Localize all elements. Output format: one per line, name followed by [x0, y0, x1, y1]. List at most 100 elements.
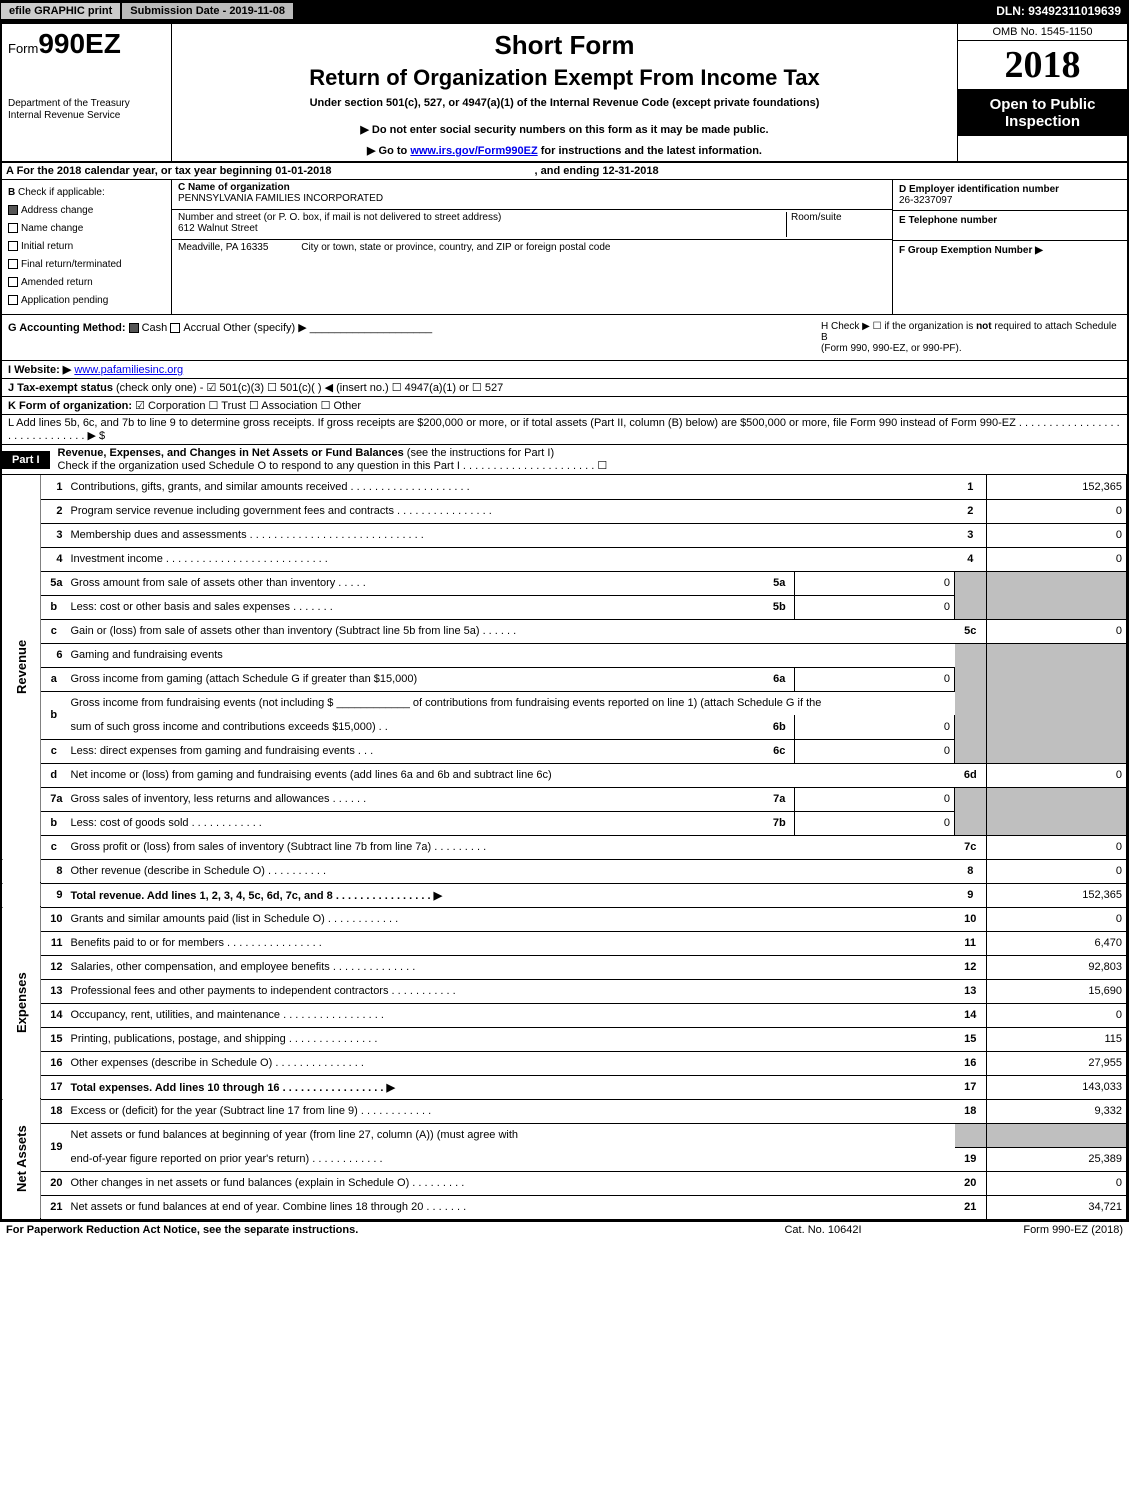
line-desc: Net assets or fund balances at beginning…: [67, 1123, 955, 1147]
table-row: 15 Printing, publications, postage, and …: [2, 1027, 1127, 1051]
j-label: J Tax-exempt status: [8, 382, 113, 394]
table-row: 13 Professional fees and other payments …: [2, 979, 1127, 1003]
part1-instr: (see the instructions for Part I): [407, 447, 554, 459]
table-row: 2 Program service revenue including gove…: [2, 499, 1127, 523]
checkbox-cash[interactable]: [129, 323, 139, 333]
line-desc: Excess or (deficit) for the year (Subtra…: [67, 1099, 955, 1123]
part1-title-text: Revenue, Expenses, and Changes in Net As…: [58, 447, 407, 459]
checkbox-final[interactable]: [8, 259, 18, 269]
checkbox-name-change[interactable]: [8, 223, 18, 233]
line-val: 0: [987, 523, 1127, 547]
row-k: K Form of organization: ☑ Corporation ☐ …: [2, 397, 1127, 415]
line-val: 34,721: [987, 1195, 1127, 1219]
line-desc: Gross income from fundraising events (no…: [67, 691, 955, 715]
checkbox-amended[interactable]: [8, 277, 18, 287]
addr-change: Address change: [21, 205, 93, 216]
line-desc: Printing, publications, postage, and shi…: [67, 1027, 955, 1051]
paperwork-notice: For Paperwork Reduction Act Notice, see …: [6, 1224, 723, 1236]
checkbox-accrual[interactable]: [170, 323, 180, 333]
line-val: 115: [987, 1027, 1127, 1051]
line-val: 0: [987, 763, 1127, 787]
org-name: PENNSYLVANIA FAMILIES INCORPORATED: [178, 193, 886, 204]
line-desc: Net income or (loss) from gaming and fun…: [67, 763, 955, 787]
dept-treasury: Department of the Treasury Internal Reve…: [8, 98, 165, 122]
line-desc: Contributions, gifts, grants, and simila…: [67, 475, 955, 499]
line-rnum: 21: [955, 1195, 987, 1219]
j-rest: (check only one) - ☑ 501(c)(3) ☐ 501(c)(…: [113, 382, 503, 394]
inner-val: 0: [795, 739, 955, 763]
total-rev-desc: Total revenue. Add lines 1, 2, 3, 4, 5c,…: [71, 890, 443, 902]
grey-cell: [955, 1123, 987, 1147]
k-label: K Form of organization:: [8, 400, 132, 412]
line-val: 27,955: [987, 1051, 1127, 1075]
line-val: 15,690: [987, 979, 1127, 1003]
line-num: 4: [41, 547, 67, 571]
checkbox-pending[interactable]: [8, 295, 18, 305]
line-num: b: [41, 595, 67, 619]
table-row: Net Assets 18 Excess or (deficit) for th…: [2, 1099, 1127, 1123]
line-num: c: [41, 619, 67, 643]
line-desc: Total expenses. Add lines 10 through 16 …: [67, 1075, 955, 1099]
expenses-side-label: Expenses: [2, 907, 41, 1099]
line-num: b: [41, 811, 67, 835]
irs-link[interactable]: www.irs.gov/Form990EZ: [410, 145, 537, 157]
grey-cell: [987, 571, 1127, 619]
line-num: 18: [41, 1099, 67, 1123]
line-val: 0: [987, 835, 1127, 859]
city-val: Meadville, PA 16335: [178, 242, 268, 253]
line-rnum: 5c: [955, 619, 987, 643]
org-name-block: C Name of organization PENNSYLVANIA FAMI…: [172, 180, 892, 210]
cat-no: Cat. No. 10642I: [723, 1224, 923, 1236]
table-row: 9 Total revenue. Add lines 1, 2, 3, 4, 5…: [2, 883, 1127, 907]
form-table: Revenue 1 Contributions, gifts, grants, …: [2, 475, 1127, 1220]
row-b-right: D Employer identification number 26-3237…: [892, 180, 1127, 314]
netassets-side-label: Net Assets: [2, 1099, 41, 1219]
row-i: I Website: ▶ www.pafamiliesinc.org: [2, 361, 1127, 379]
line-rnum: 15: [955, 1027, 987, 1051]
line-rnum: 18: [955, 1099, 987, 1123]
form-prefix: Form: [8, 41, 38, 56]
inner-val: 0: [795, 787, 955, 811]
line-rnum: 1: [955, 475, 987, 499]
efile-print-button[interactable]: efile GRAPHIC print: [0, 2, 121, 20]
line-num: 21: [41, 1195, 67, 1219]
row-b-left: B Check if applicable: Address change Na…: [2, 180, 172, 314]
table-row: Expenses 10 Grants and similar amounts p…: [2, 907, 1127, 931]
checkbox-initial[interactable]: [8, 241, 18, 251]
table-row: d Net income or (loss) from gaming and f…: [2, 763, 1127, 787]
line-val: 152,365: [987, 883, 1127, 907]
line-rnum: 14: [955, 1003, 987, 1027]
line-rnum: 12: [955, 955, 987, 979]
line-desc: sum of such gross income and contributio…: [67, 715, 765, 739]
under-section: Under section 501(c), 527, or 4947(a)(1)…: [180, 97, 949, 109]
l-text: L Add lines 5b, 6c, and 7b to line 9 to …: [8, 417, 1120, 442]
line-num: 2: [41, 499, 67, 523]
line-val: 0: [987, 907, 1127, 931]
table-row: 17 Total expenses. Add lines 10 through …: [2, 1075, 1127, 1099]
line-val: 92,803: [987, 955, 1127, 979]
checkbox-addr-change[interactable]: [8, 205, 18, 215]
line-num: 7a: [41, 787, 67, 811]
open-line2: Inspection: [960, 113, 1125, 130]
i-label: I Website: ▶: [8, 364, 71, 376]
open-line1: Open to Public: [960, 96, 1125, 113]
line-desc: Grants and similar amounts paid (list in…: [67, 907, 955, 931]
total-exp-desc: Total expenses. Add lines 10 through 16 …: [71, 1082, 395, 1094]
grey-cell: [987, 1123, 1127, 1147]
table-row: 3 Membership dues and assessments . . . …: [2, 523, 1127, 547]
website-link[interactable]: www.pafamiliesinc.org: [74, 364, 183, 376]
line-rnum: 9: [955, 883, 987, 907]
line-desc: Gross sales of inventory, less returns a…: [67, 787, 765, 811]
amended-return: Amended return: [21, 277, 93, 288]
dept-line2: Internal Revenue Service: [8, 110, 165, 122]
line-num: 8: [41, 859, 67, 883]
line-desc: Professional fees and other payments to …: [67, 979, 955, 1003]
line-desc: Other revenue (describe in Schedule O) .…: [67, 859, 955, 883]
k-rest: ☑ Corporation ☐ Trust ☐ Association ☐ Ot…: [132, 400, 361, 412]
dln-label: DLN: 93492311019639: [988, 2, 1129, 20]
line-val: 0: [987, 1171, 1127, 1195]
line-num: 11: [41, 931, 67, 955]
d-label: D Employer identification number: [899, 184, 1059, 195]
table-row: 21 Net assets or fund balances at end of…: [2, 1195, 1127, 1219]
row-gh: G Accounting Method: Cash Accrual Other …: [2, 315, 1127, 361]
